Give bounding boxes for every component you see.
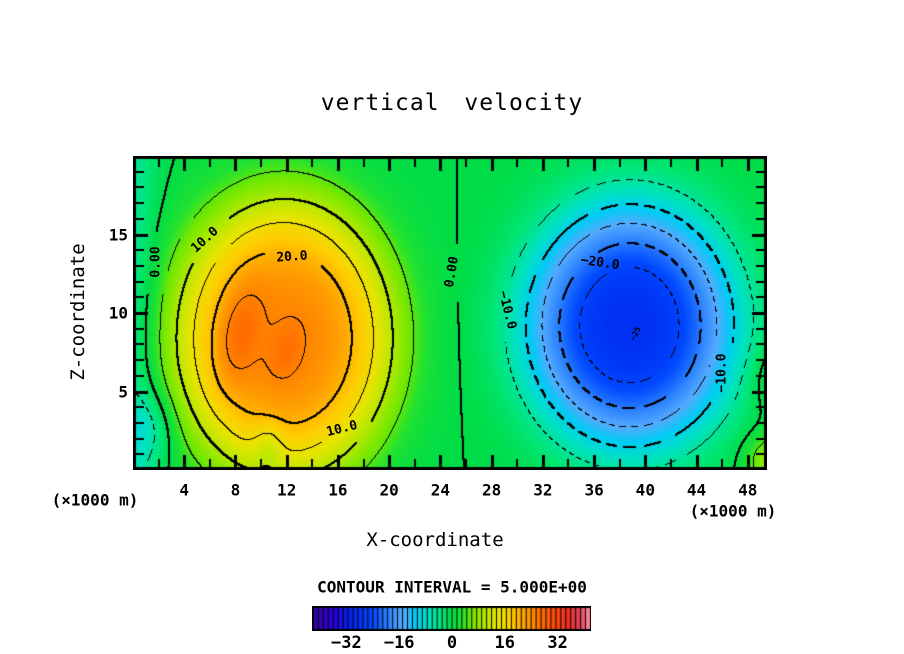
- contour-plot-canvas: [133, 156, 767, 470]
- x-tick-label: 24: [430, 480, 451, 500]
- x-tick-label: 8: [230, 480, 241, 500]
- x-tick-label: 44: [686, 480, 707, 500]
- x-axis-units-left: (×1000 m): [51, 490, 139, 510]
- contour-interval-text: CONTOUR INTERVAL = 5.000E+00: [317, 577, 587, 597]
- x-tick-label: 36: [584, 480, 604, 500]
- x-tick-label: 16: [328, 480, 348, 500]
- colorbar-tick-label: −32: [331, 633, 362, 653]
- colorbar-tick-label: −16: [383, 633, 415, 653]
- x-tick-label: 32: [533, 480, 553, 500]
- colorbar-tick-label: 0: [446, 633, 458, 653]
- colorbar: [312, 606, 591, 631]
- z-tick-label: 15: [108, 225, 128, 244]
- x-tick-label: 28: [481, 480, 502, 500]
- z-tick-label: 10: [108, 303, 128, 323]
- x-tick-label: 4: [179, 480, 190, 500]
- colorbar-tick-label: 32: [547, 633, 568, 653]
- colorbar-tick-label: 16: [494, 633, 516, 653]
- z-tick-label: 5: [118, 382, 128, 401]
- contour-label: −10.0: [714, 353, 730, 393]
- contour-label: 20.0: [275, 248, 309, 266]
- x-tick-label: 48: [738, 480, 758, 500]
- x-tick-label: 40: [635, 480, 655, 500]
- z-axis-title: Z-coordinate: [67, 243, 89, 381]
- x-tick-label: 12: [277, 480, 297, 500]
- x-axis-units-right: (×1000 m): [689, 501, 777, 521]
- chart-title: vertical velocity: [320, 90, 584, 116]
- contour-label: 0.00: [148, 246, 164, 278]
- plot-area: 0.00 10.0 20.0 10.0 0.00 −10.0 −20.0 −10.0 −25: [133, 156, 767, 470]
- x-axis-title: X-coordinate: [366, 529, 504, 551]
- x-tick-label: 20: [379, 480, 399, 500]
